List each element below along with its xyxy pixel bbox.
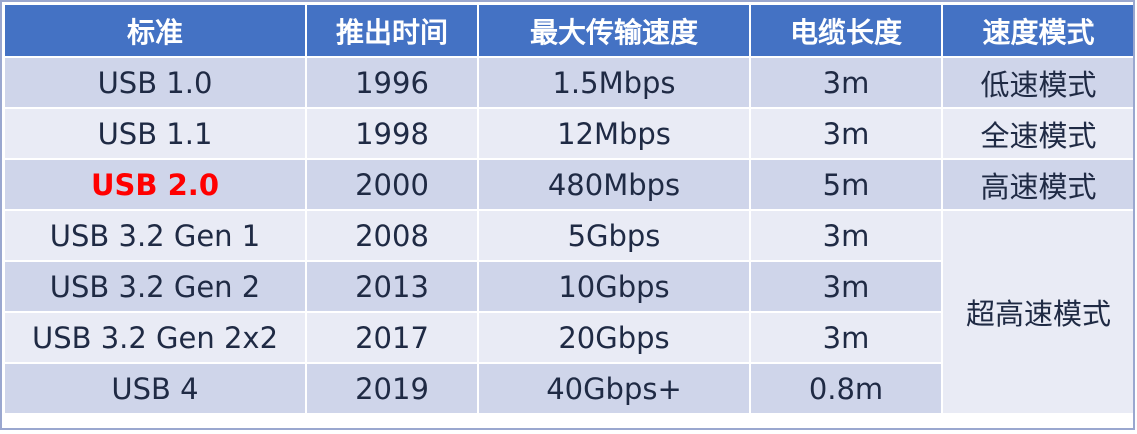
cell-standard: USB 1.0 [3,56,307,109]
header-release-year: 推出时间 [305,3,479,58]
cell-cable: 3m [749,260,943,313]
cell-cable: 3m [749,107,943,160]
cell-mode: 高速模式 [941,158,1136,211]
header-max-speed: 最大传输速度 [477,3,751,58]
header-speed-mode: 速度模式 [941,3,1136,58]
cell-speed: 12Mbps [477,107,751,160]
cell-standard: USB 3.2 Gen 1 [3,209,307,262]
cell-year: 1998 [305,107,479,160]
cell-year: 2019 [305,362,479,415]
cell-speed: 480Mbps [477,158,751,211]
cell-speed: 5Gbps [477,209,751,262]
table-row: USB 4 2019 40Gbps+ 0.8m [3,362,1135,415]
cell-cable: 3m [749,311,943,364]
cell-year: 2008 [305,209,479,262]
cell-standard: USB 1.1 [3,107,307,160]
cell-standard: USB 3.2 Gen 2x2 [3,311,307,364]
cell-speed: 1.5Mbps [477,56,751,109]
cell-mode-merged: 超高速模式 [941,209,1136,415]
header-standard: 标准 [3,3,307,58]
cell-cable: 5m [749,158,943,211]
cell-year: 1996 [305,56,479,109]
cell-standard: USB 4 [3,362,307,415]
cell-speed: 40Gbps+ [477,362,751,415]
cell-mode: 低速模式 [941,56,1136,109]
table-row: USB 2.0 2000 480Mbps 5m 高速模式 [3,158,1136,211]
cell-speed: 10Gbps [477,260,751,313]
cell-cable: 3m [749,56,943,109]
cell-cable: 0.8m [749,362,943,415]
cell-cable: 3m [749,209,943,262]
table-row: USB 3.2 Gen 2 2013 10Gbps 3m [3,260,1135,313]
header-row: 标准 推出时间 最大传输速度 电缆长度 速度模式 [3,3,1136,58]
cell-standard: USB 3.2 Gen 2 [3,260,307,313]
usb-standards-table: 标准 推出时间 最大传输速度 电缆长度 速度模式 USB 1.0 1996 1.… [3,3,1136,415]
cell-year: 2013 [305,260,479,313]
cell-mode: 全速模式 [941,107,1136,160]
table-row: USB 3.2 Gen 1 2008 5Gbps 3m 超高速模式 [3,209,1136,415]
table-row: USB 3.2 Gen 2x2 2017 20Gbps 3m [3,311,1135,364]
cell-standard-highlighted: USB 2.0 [3,158,307,211]
table-row: USB 1.0 1996 1.5Mbps 3m 低速模式 [3,56,1136,109]
cell-speed: 20Gbps [477,311,751,364]
cell-year: 2000 [305,158,479,211]
cell-year: 2017 [305,311,479,364]
header-cable-length: 电缆长度 [749,3,943,58]
table-row: USB 1.1 1998 12Mbps 3m 全速模式 [3,107,1136,160]
usb-standards-table-container: 标准 推出时间 最大传输速度 电缆长度 速度模式 USB 1.0 1996 1.… [3,3,1136,415]
